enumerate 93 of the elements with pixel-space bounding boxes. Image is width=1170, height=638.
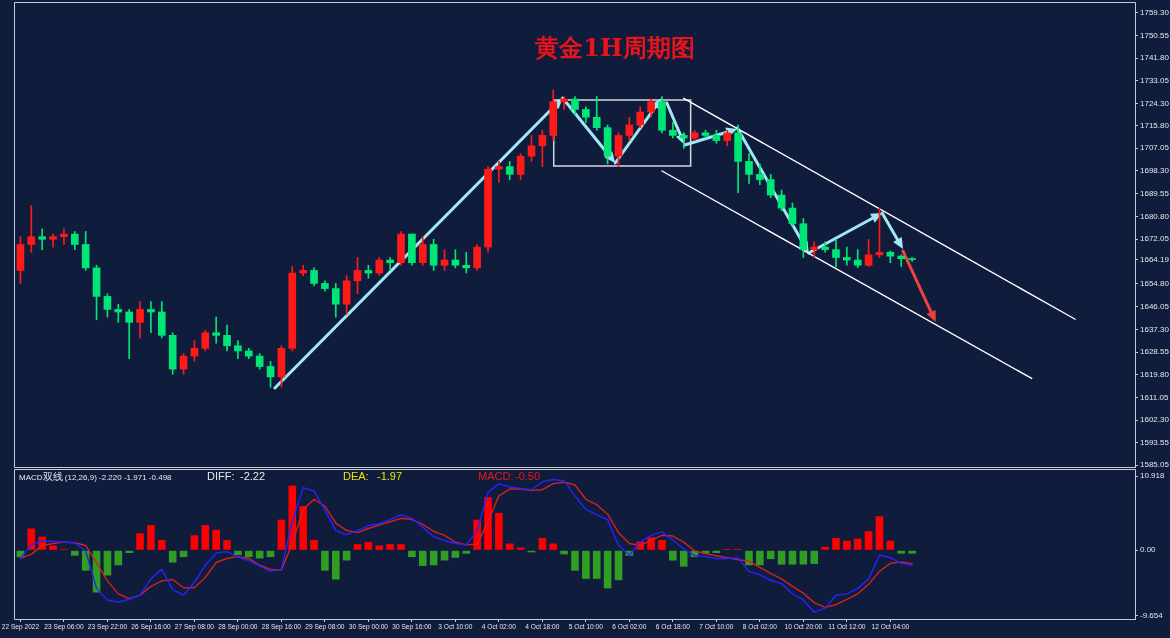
chart-title: MACD双线 (12,26,9) -2.220 -1.971 -0.498 — [19, 471, 172, 482]
bar — [310, 540, 318, 550]
y-tick-label: 0.00 — [1140, 545, 1157, 555]
candlestick — [49, 233, 57, 248]
y-tick-label: 1637.30 — [1140, 324, 1170, 334]
y-tick-label: 1672.05 — [1140, 234, 1170, 244]
bar — [810, 550, 819, 564]
bar — [756, 550, 764, 566]
bar — [168, 550, 177, 563]
bar — [603, 550, 612, 589]
bar — [592, 550, 601, 579]
bar — [321, 550, 329, 571]
y-tick-label: 1724.30 — [1140, 98, 1170, 108]
annotation: DIFF: — [207, 470, 235, 482]
bar — [799, 550, 808, 565]
bar — [114, 550, 123, 566]
y-tick-label: 1733.05 — [1140, 75, 1170, 85]
annotation: -2.22 — [240, 470, 266, 482]
bar — [897, 550, 906, 554]
bar — [234, 550, 242, 556]
y-tick-label: 1750.55 — [1140, 30, 1170, 40]
bar — [864, 531, 873, 550]
y-tick-label: 1593.55 — [1140, 438, 1170, 448]
bar — [331, 550, 340, 580]
text: 黄金1H周期图 — [535, 33, 695, 62]
bar — [125, 550, 133, 554]
y-tick-label: 1689.55 — [1140, 188, 1170, 198]
y-tick-label: 1611.05 — [1140, 392, 1169, 402]
candlestick — [38, 228, 47, 250]
bar — [788, 550, 797, 565]
y-tick-label: 1759.30 — [1140, 7, 1170, 17]
candlestick — [495, 161, 503, 183]
bar — [886, 540, 895, 550]
y-tick-label: 1602.30 — [1140, 415, 1170, 425]
y-tick-label: -9.654 — [1140, 611, 1164, 621]
bar — [821, 546, 829, 550]
bar — [843, 540, 851, 550]
y-tick-label: 1585.05 — [1140, 460, 1170, 470]
bar — [495, 512, 503, 550]
bar — [875, 516, 884, 550]
bar — [212, 529, 220, 550]
y-tick-label: 1664.19 — [1140, 254, 1170, 264]
y-tick-label: 1741.80 — [1140, 53, 1170, 63]
bar — [299, 506, 307, 550]
candlestick — [212, 316, 220, 344]
bar — [397, 544, 405, 550]
y-tick-label: 10.918 — [1140, 471, 1166, 481]
bar — [201, 525, 210, 550]
y-tick-label: 1698.30 — [1140, 166, 1170, 176]
bar — [147, 525, 155, 550]
bar — [658, 540, 666, 550]
bar — [375, 545, 384, 550]
annotation: -1.97 — [377, 470, 403, 482]
bar — [190, 535, 199, 550]
bar — [908, 550, 916, 554]
bar — [505, 543, 514, 550]
y-tick-label: 1680.80 — [1140, 211, 1170, 221]
y-tick-label: 1646.05 — [1140, 301, 1170, 311]
bar — [549, 543, 558, 550]
bar — [386, 544, 394, 550]
bar — [71, 550, 79, 556]
bar — [484, 497, 492, 550]
bar — [136, 533, 144, 550]
bar — [451, 550, 460, 558]
bar — [364, 542, 373, 550]
bar — [614, 550, 623, 581]
y-tick-label: 1715.80 — [1140, 120, 1170, 130]
bar — [462, 550, 471, 554]
bar — [582, 550, 590, 579]
y-tick-label: 1707.05 — [1140, 143, 1170, 153]
y-tick-label: 1619.80 — [1140, 370, 1170, 380]
y-tick-label: 1654.80 — [1140, 279, 1170, 289]
bar — [853, 538, 862, 550]
bar — [244, 550, 253, 558]
annotation: DEA: — [343, 470, 369, 482]
bar — [832, 538, 840, 550]
bar — [538, 538, 547, 550]
candlestick — [908, 257, 916, 262]
annotation: MACD: — [478, 470, 514, 482]
bar — [571, 550, 579, 571]
bar — [408, 550, 416, 558]
bar — [277, 519, 286, 550]
bar — [777, 550, 786, 565]
bar — [223, 540, 231, 550]
bar — [679, 550, 688, 567]
bar — [49, 545, 57, 550]
bar — [669, 550, 677, 561]
y-tick-label: 1628.55 — [1140, 347, 1170, 357]
bar — [157, 540, 166, 550]
bar — [766, 550, 775, 560]
bar — [418, 550, 427, 566]
annotation: -0.50 — [515, 470, 541, 482]
bar — [353, 544, 362, 550]
